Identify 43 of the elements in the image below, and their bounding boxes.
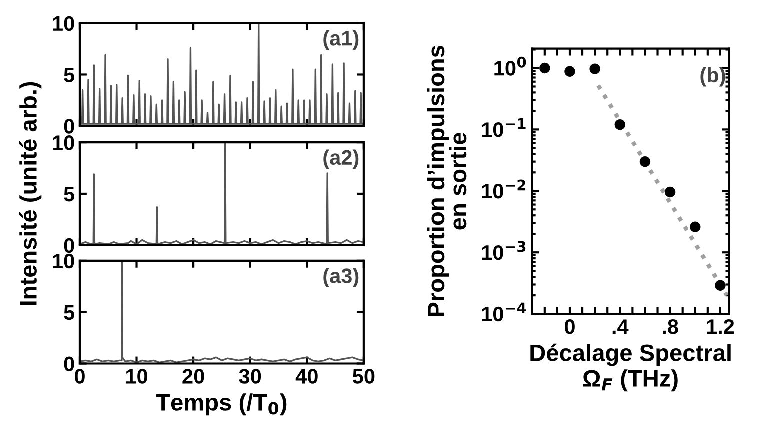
x-tick-label: .4 <box>612 320 629 334</box>
point <box>540 62 550 74</box>
x-tick-label: 0 <box>565 319 575 334</box>
x-tick-label: 10 <box>126 369 148 384</box>
x-axis-title: Temps (/T$_{0}$) <box>156 394 287 416</box>
y-tick-label: 0 <box>64 119 74 134</box>
x-tick-label: .8 <box>663 319 678 334</box>
y-tick-label: 10$^{−4}$ <box>482 302 526 322</box>
annotation: (a1) <box>324 30 359 50</box>
y-tick-label: 10 <box>53 136 74 150</box>
y-tick-label: 10 <box>53 254 74 269</box>
point <box>614 119 626 130</box>
annotation: (a3) <box>324 268 359 288</box>
y-tick-label: 5 <box>64 68 75 82</box>
x-tick-label: 0 <box>75 369 85 384</box>
y-axis-title: Proportion d’impulsions en sortie <box>427 46 467 316</box>
line-series <box>80 260 364 364</box>
annotation: (b) <box>700 67 726 87</box>
y-tick-label: 0 <box>64 238 74 254</box>
point <box>564 66 576 77</box>
y-tick-label: 10$^{0}$ <box>494 56 526 76</box>
y-tick-label: 10 <box>53 16 74 32</box>
x-tick-label: 30 <box>239 369 262 384</box>
x-tick-label: 20 <box>182 369 204 384</box>
y-tick-label: 10$^{−1}$ <box>482 118 526 138</box>
point <box>664 186 676 198</box>
line-series <box>80 142 364 246</box>
y-tick-label: 0 <box>64 356 74 372</box>
point <box>690 222 701 232</box>
x-tick-label: 40 <box>296 369 318 384</box>
x-tick-label: 1.2 <box>707 319 734 334</box>
y-tick-label: 5 <box>64 306 75 320</box>
y-tick-label: 5 <box>64 187 75 202</box>
line-series <box>80 23 364 125</box>
point <box>640 156 651 168</box>
x-axis-title: Décalage Spectral Ω$_{F}$ (THz) <box>530 344 731 392</box>
point <box>715 280 726 291</box>
x-tick-label: 50 <box>352 369 375 384</box>
point <box>590 64 600 74</box>
y-tick-label: 10$^{−3}$ <box>482 241 526 260</box>
annotation: (a2) <box>324 150 359 170</box>
y-tick-label: 10$^{−2}$ <box>482 180 526 199</box>
y-axis-title: Intensité (unité arb.) <box>19 82 42 306</box>
